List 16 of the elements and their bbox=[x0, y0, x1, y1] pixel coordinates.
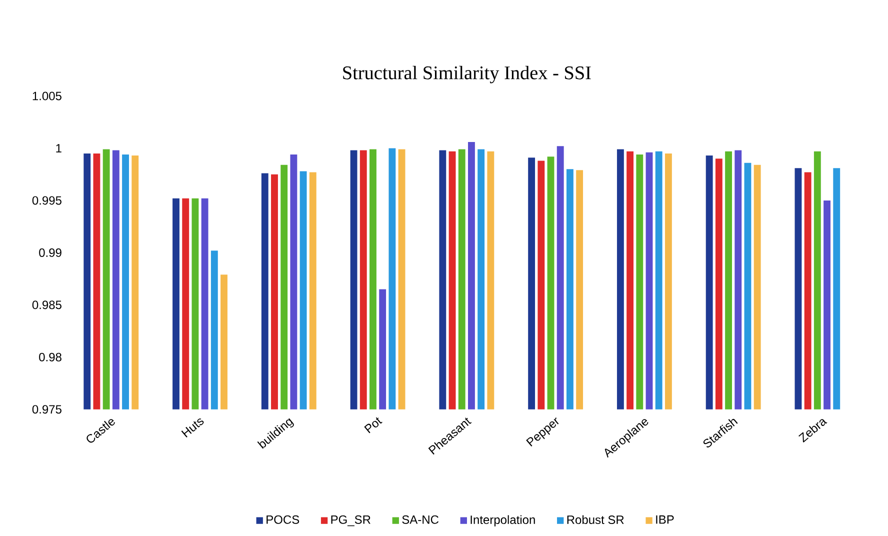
y-tick-label: 0.98 bbox=[39, 352, 62, 362]
legend-label: PG_SR bbox=[331, 515, 370, 526]
y-tick-label: 1 bbox=[56, 144, 62, 152]
legend-label: Interpolation bbox=[470, 515, 535, 526]
y-tick-label: 0.985 bbox=[32, 300, 62, 310]
x-tick-label: Pot bbox=[364, 417, 382, 434]
y-tick-label: 0.995 bbox=[32, 196, 62, 205]
legend-label: POCS bbox=[266, 515, 300, 524]
legend-label: Robust SR bbox=[567, 515, 624, 524]
legend-label: SA-NC bbox=[402, 515, 439, 524]
x-tick-label: Huts bbox=[181, 418, 204, 438]
y-tick-label: 1.005 bbox=[32, 92, 62, 100]
y-tick-label: 0.975 bbox=[32, 405, 62, 414]
legend-label: IBP bbox=[656, 515, 674, 524]
chart-title: Structural Similarity Index - SSI bbox=[343, 66, 591, 84]
y-tick-label: 0.99 bbox=[39, 248, 62, 257]
